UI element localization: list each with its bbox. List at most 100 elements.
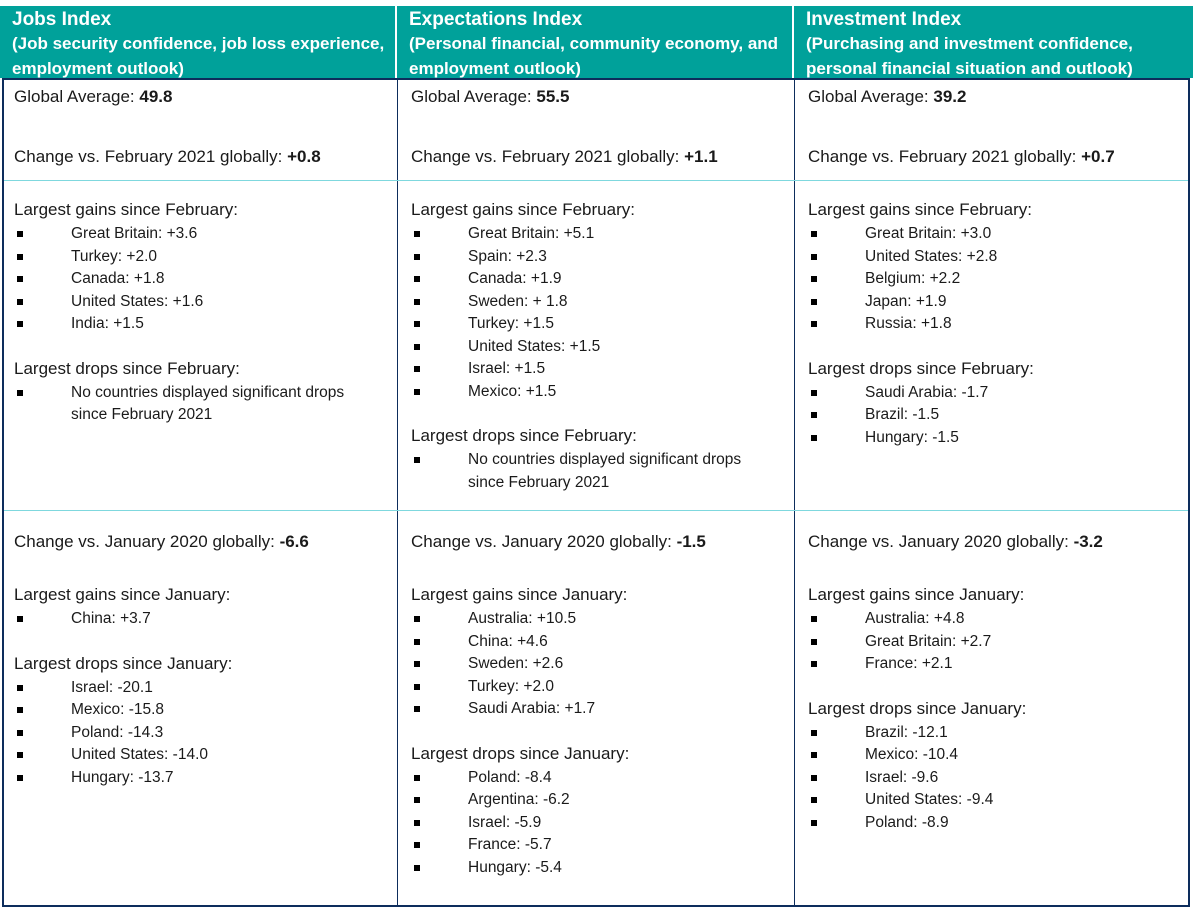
- list-item: Belgium: +2.2: [808, 268, 1174, 291]
- row-divider: [4, 180, 1188, 181]
- list-item: Turkey: +2.0: [14, 246, 383, 269]
- jan-gains-list: Australia: +10.5 China: +4.6 Sweden: +2.6 T…: [411, 608, 780, 721]
- global-average: Global Average: 39.2: [808, 87, 967, 106]
- list-item: Canada: +1.9: [411, 268, 780, 291]
- list-item: Turkey: +2.0: [411, 676, 780, 699]
- global-average-value: 39.2: [933, 87, 967, 106]
- list-item: Hungary: -13.7: [14, 767, 383, 790]
- column-title: Expectations Index: [409, 9, 583, 30]
- feb-drops-list: No countries displayed significant drops…: [411, 449, 780, 494]
- header-investment-index: Investment Index (Purchasing and investm…: [794, 6, 1193, 78]
- feb-change: Change vs. February 2021 globally: +1.1: [411, 147, 718, 166]
- feb-gains-heading: Largest gains since February:: [14, 200, 238, 219]
- jan-drops-heading: Largest drops since January:: [808, 698, 1027, 718]
- list-item: Saudi Arabia: +1.7: [411, 698, 780, 721]
- list-item: Hungary: -1.5: [808, 427, 1174, 450]
- global-average-value: 55.5: [536, 87, 570, 106]
- jan-gains-list: Australia: +4.8 Great Britain: +2.7 France…: [808, 608, 1174, 676]
- feb-movers-cell-investment: Largest gains since February: Great Brit…: [798, 199, 1188, 449]
- jan-gains-heading: Largest gains since January:: [808, 585, 1025, 604]
- jan-change-value: -1.5: [676, 532, 706, 551]
- jan-movers-cell-expectations: Change vs. January 2020 globally: -1.5 L…: [401, 531, 794, 879]
- list-item: Mexico: +1.5: [411, 381, 780, 404]
- list-item: Hungary: -5.4: [411, 857, 780, 880]
- row-divider: [4, 510, 1188, 511]
- column-divider: [794, 80, 795, 905]
- list-item: United States: -14.0: [14, 744, 383, 767]
- jan-change: Change vs. January 2020 globally: -6.6: [14, 532, 309, 551]
- column-title: Jobs Index: [12, 9, 112, 30]
- list-item: Canada: +1.8: [14, 268, 383, 291]
- list-item: India: +1.5: [14, 313, 383, 336]
- column-subtitle: (Job security confidence, job loss exper…: [12, 34, 385, 78]
- column-title: Investment Index: [806, 9, 962, 30]
- list-item: Sweden: +2.6: [411, 653, 780, 676]
- list-item: United States: +1.5: [411, 336, 780, 359]
- jan-gains-heading: Largest gains since January:: [14, 585, 231, 604]
- list-item: Brazil: -1.5: [808, 404, 1174, 427]
- feb-change-value: +1.1: [684, 147, 718, 166]
- column-divider: [397, 80, 398, 905]
- list-item: Mexico: -15.8: [14, 699, 383, 722]
- feb-drops-list: Saudi Arabia: -1.7 Brazil: -1.5 Hungary: -…: [808, 382, 1174, 450]
- list-item: China: +3.7: [14, 608, 383, 631]
- list-item: Great Britain: +3.0: [808, 223, 1174, 246]
- list-item: Turkey: +1.5: [411, 313, 780, 336]
- jan-drops-list: Israel: -20.1 Mexico: -15.8 Poland: -14.3 U…: [14, 677, 383, 790]
- global-average-value: 49.8: [139, 87, 173, 106]
- list-item: Spain: +2.3: [411, 246, 780, 269]
- feb-gains-list: Great Britain: +3.6 Turkey: +2.0 Canada: +…: [14, 223, 383, 336]
- jan-drops-list: Poland: -8.4 Argentina: -6.2 Israel: -5.9 F…: [411, 767, 780, 880]
- list-item: Great Britain: +2.7: [808, 631, 1174, 654]
- jan-gains-heading: Largest gains since January:: [411, 585, 628, 604]
- column-subtitle: (Personal financial, community economy, …: [409, 34, 779, 78]
- list-item: France: -5.7: [411, 834, 780, 857]
- list-item: Australia: +4.8: [808, 608, 1174, 631]
- feb-movers-cell-expectations: Largest gains since February: Great Brit…: [401, 199, 794, 494]
- list-item: United States: +1.6: [14, 291, 383, 314]
- jan-change-value: -3.2: [1073, 532, 1103, 551]
- feb-movers-cell-jobs: Largest gains since February: Great Brit…: [4, 199, 397, 427]
- jan-gains-list: China: +3.7: [14, 608, 383, 631]
- list-item: United States: +2.8: [808, 246, 1174, 269]
- list-item: Brazil: -12.1: [808, 722, 1174, 745]
- list-item: United States: -9.4: [808, 789, 1174, 812]
- jan-change-value: -6.6: [279, 532, 309, 551]
- global-average-cell-expectations: Global Average: 55.5 Change vs. February…: [401, 86, 794, 168]
- jan-drops-heading: Largest drops since January:: [411, 743, 630, 763]
- global-average-cell-jobs: Global Average: 49.8 Change vs. February…: [4, 86, 397, 168]
- jan-movers-cell-jobs: Change vs. January 2020 globally: -6.6 L…: [4, 531, 397, 789]
- list-item: Israel: -5.9: [411, 812, 780, 835]
- global-average: Global Average: 49.8: [14, 87, 173, 106]
- list-item: No countries displayed significant drops…: [411, 449, 780, 494]
- list-item: France: +2.1: [808, 653, 1174, 676]
- list-item: Poland: -8.4: [411, 767, 780, 790]
- list-item: China: +4.6: [411, 631, 780, 654]
- list-item: Saudi Arabia: -1.7: [808, 382, 1174, 405]
- jan-change: Change vs. January 2020 globally: -3.2: [808, 532, 1103, 551]
- global-average: Global Average: 55.5: [411, 87, 570, 106]
- list-item: Poland: -14.3: [14, 722, 383, 745]
- feb-gains-heading: Largest gains since February:: [411, 200, 635, 219]
- list-item: Great Britain: +3.6: [14, 223, 383, 246]
- list-item: Poland: -8.9: [808, 812, 1174, 835]
- feb-change: Change vs. February 2021 globally: +0.7: [808, 147, 1115, 166]
- feb-change-value: +0.7: [1081, 147, 1115, 166]
- feb-drops-heading: Largest drops since February:: [14, 358, 240, 378]
- feb-drops-heading: Largest drops since February:: [411, 426, 637, 445]
- global-average-cell-investment: Global Average: 39.2 Change vs. February…: [798, 86, 1188, 168]
- jan-drops-list: Brazil: -12.1 Mexico: -10.4 Israel: -9.6 Un…: [808, 722, 1174, 835]
- list-item: Israel: -20.1: [14, 677, 383, 700]
- feb-gains-list: Great Britain: +5.1 Spain: +2.3 Canada: +1…: [411, 223, 780, 403]
- feb-drops-list: No countries displayed significant drops…: [14, 382, 383, 427]
- header-jobs-index: Jobs Index (Job security confidence, job…: [0, 6, 397, 78]
- jan-drops-heading: Largest drops since January:: [14, 653, 233, 673]
- list-item: Japan: +1.9: [808, 291, 1174, 314]
- table-body: Global Average: 49.8 Change vs. February…: [2, 78, 1190, 907]
- list-item: Sweden: + 1.8: [411, 291, 780, 314]
- list-item: No countries displayed significant drops…: [14, 382, 383, 427]
- list-item: Mexico: -10.4: [808, 744, 1174, 767]
- jan-change: Change vs. January 2020 globally: -1.5: [411, 532, 706, 551]
- list-item: Australia: +10.5: [411, 608, 780, 631]
